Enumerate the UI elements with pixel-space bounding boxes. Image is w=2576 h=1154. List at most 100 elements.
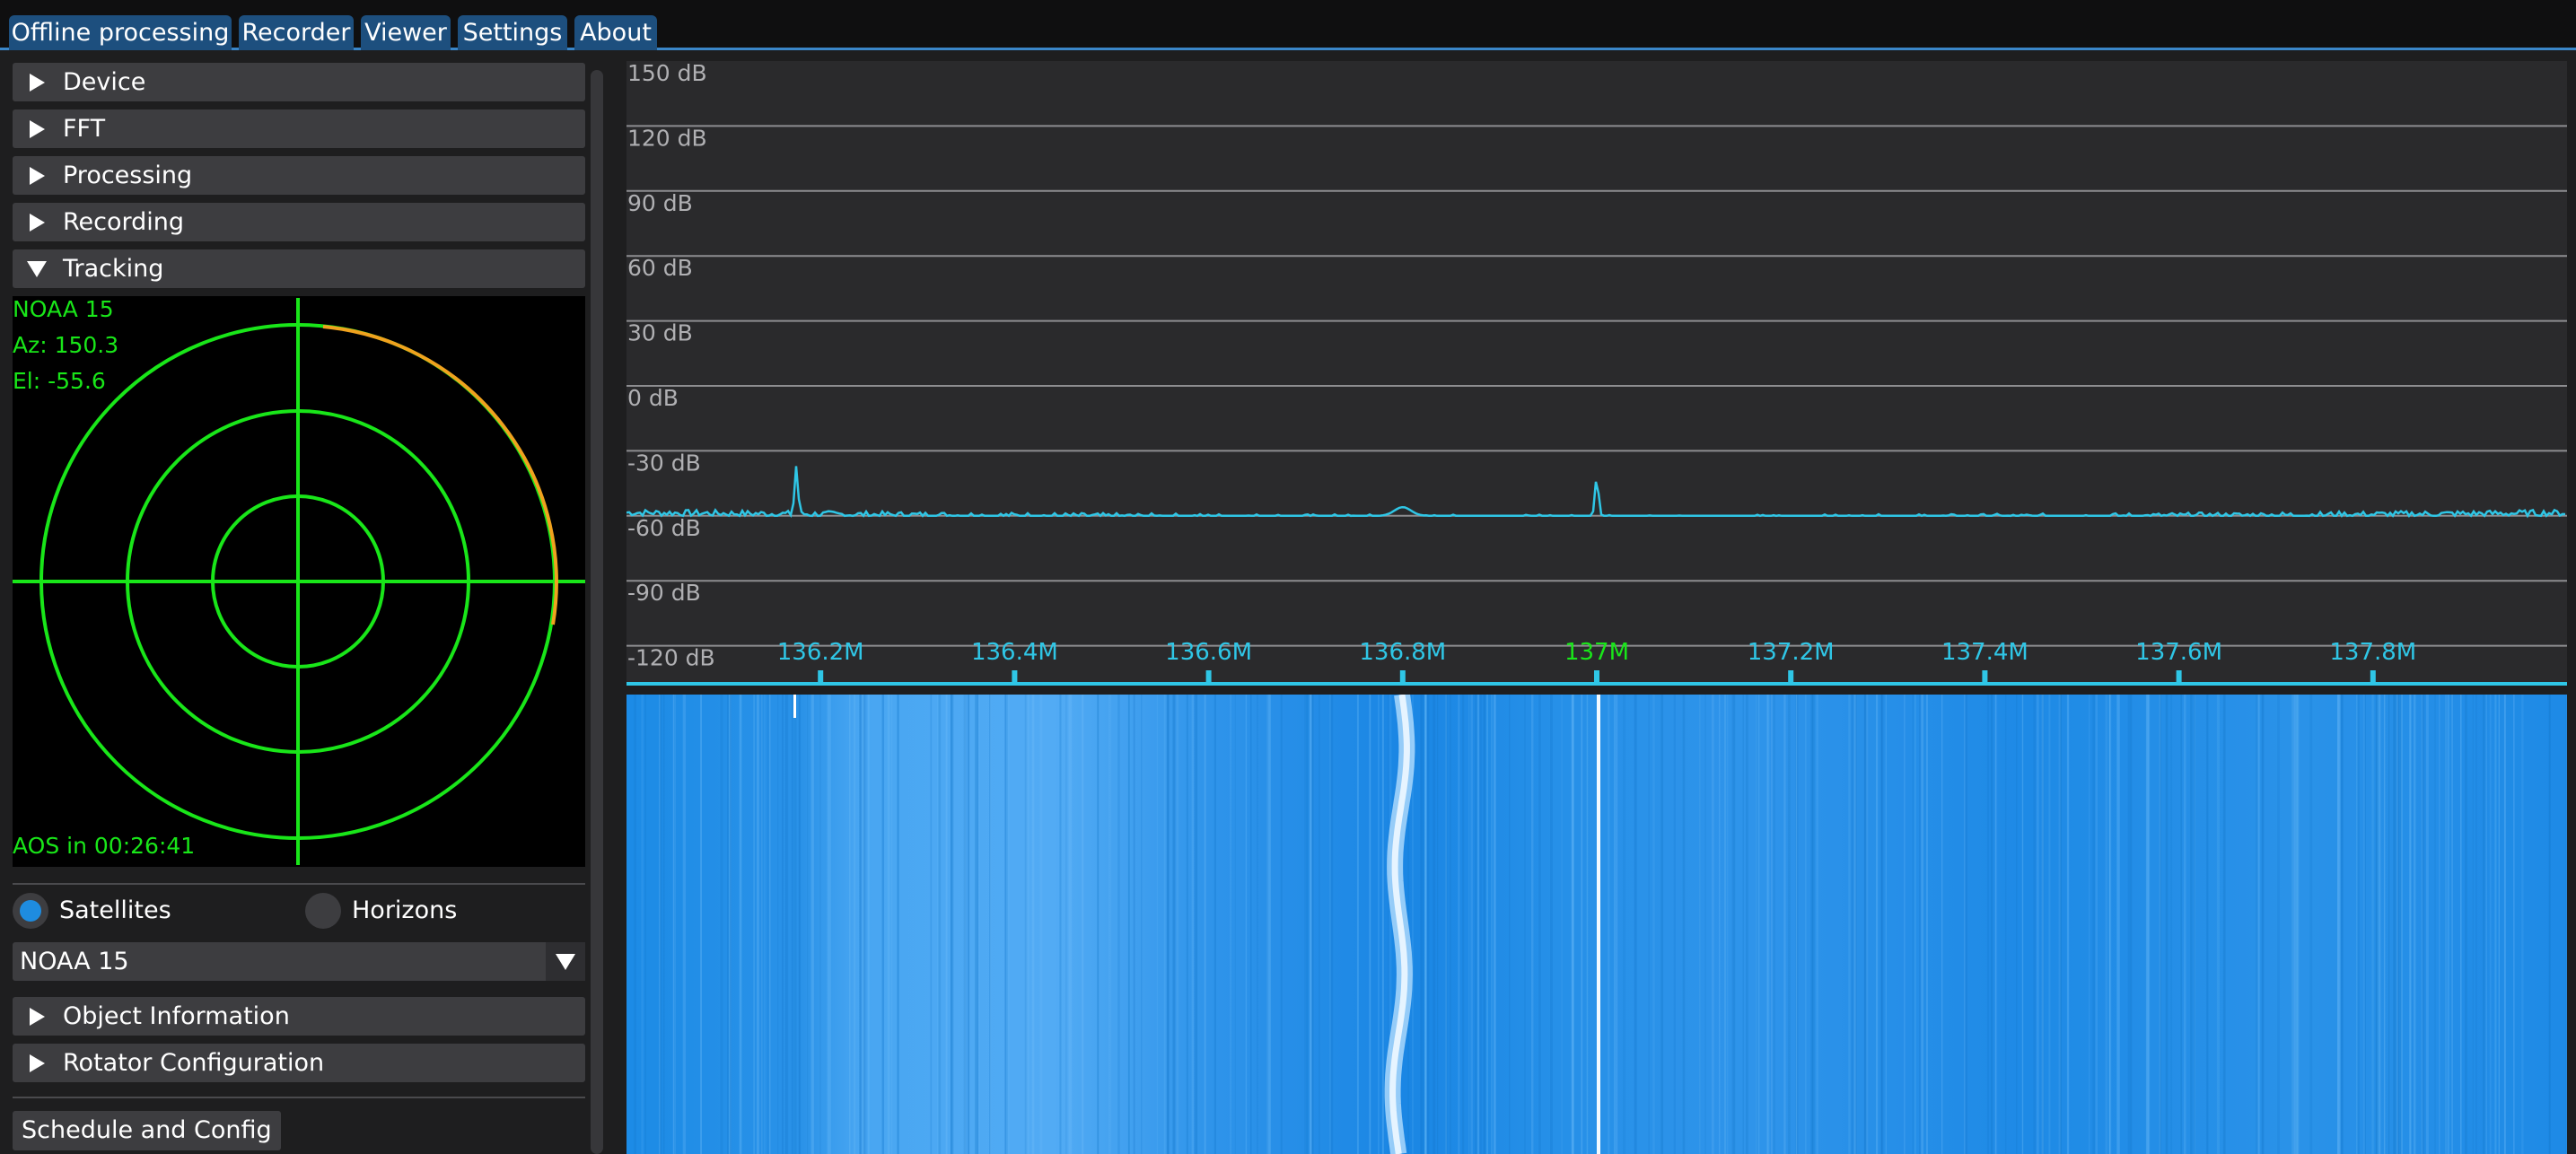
tab-settings[interactable]: Settings <box>458 15 567 50</box>
waterfall-streak <box>2339 695 2341 1154</box>
waterfall-streak <box>1724 695 1726 1154</box>
waterfall-streak <box>1445 695 1447 1154</box>
waterfall-streak <box>1329 695 1332 1154</box>
waterfall-streak <box>1476 695 1480 1154</box>
section-fft[interactable]: FFT <box>13 109 585 148</box>
waterfall-streak <box>1425 695 1427 1154</box>
expand-arrow-icon <box>25 63 48 101</box>
tab-recorder[interactable]: Recorder <box>239 15 354 50</box>
expand-arrow-icon <box>25 203 48 241</box>
section-processing[interactable]: Processing <box>13 156 585 195</box>
waterfall-streak <box>2058 695 2061 1154</box>
waterfall-streak <box>1623 695 1625 1154</box>
waterfall-streak <box>930 695 933 1154</box>
tab-viewer[interactable]: Viewer <box>361 15 451 50</box>
waterfall-streak <box>1194 695 1197 1154</box>
waterfall-streak <box>2183 695 2186 1154</box>
waterfall-streak <box>812 695 814 1154</box>
frequency-tick-label: 137M <box>1564 639 1629 666</box>
waterfall-streak <box>1811 695 1815 1154</box>
fft-spectrum-plot[interactable]: 150 dB 120 dB 90 dB 60 dB 30 dB 0 dB -30 dB -60… <box>626 61 2567 686</box>
section-label: Tracking <box>63 255 164 283</box>
frequency-tick-label: 136.4M <box>971 639 1058 666</box>
waterfall-streak <box>1420 695 1423 1154</box>
section-rotator-configuration[interactable]: Rotator Configuration <box>13 1044 585 1082</box>
waterfall-streak <box>1876 695 1879 1154</box>
waterfall-streak <box>1141 695 1143 1154</box>
waterfall-streak <box>2489 695 2492 1154</box>
waterfall-streak <box>2109 695 2112 1154</box>
waterfall-streak <box>2223 695 2225 1154</box>
frequency-tick <box>1399 670 1406 683</box>
waterfall-streak <box>1004 695 1006 1154</box>
waterfall-streak <box>720 695 722 1154</box>
waterfall-streak <box>2444 695 2448 1154</box>
waterfall-streak <box>1458 695 1460 1154</box>
waterfall-streak <box>2356 695 2358 1154</box>
waterfall-streak <box>963 695 967 1154</box>
dropdown-arrow-icon[interactable] <box>546 942 585 981</box>
divider <box>13 883 585 885</box>
waterfall-streak <box>1306 695 1309 1154</box>
waterfall-streak <box>2216 695 2220 1154</box>
waterfall-streak <box>1608 695 1610 1154</box>
section-recording[interactable]: Recording <box>13 203 585 241</box>
waterfall-streak <box>1266 695 1268 1154</box>
waterfall-streak <box>1509 695 1511 1154</box>
waterfall-streak <box>1914 695 1916 1154</box>
waterfall-streak <box>2521 695 2524 1154</box>
left-panel-scrollbar[interactable] <box>591 70 603 1154</box>
waterfall-streak <box>2309 695 2313 1154</box>
tab-offline-processing[interactable]: Offline processing <box>9 15 232 50</box>
waterfall-streak <box>2513 695 2515 1154</box>
waterfall-streak <box>1880 695 1883 1154</box>
waterfall-streak <box>1479 695 1482 1154</box>
waterfall-streak <box>2041 695 2044 1154</box>
tab-about[interactable]: About <box>574 15 657 50</box>
waterfall-streak <box>2494 695 2497 1154</box>
waterfall-streak <box>2180 695 2182 1154</box>
waterfall-streak <box>1307 695 1309 1154</box>
waterfall-streak <box>1652 695 1655 1154</box>
db-tick-label: -90 dB <box>627 580 701 606</box>
section-device[interactable]: Device <box>13 63 585 101</box>
waterfall-streak <box>1904 695 1906 1154</box>
waterfall-streak <box>1127 695 1130 1154</box>
waterfall-streak <box>819 695 821 1154</box>
waterfall-streak <box>1005 695 1008 1154</box>
waterfall-streak <box>1330 695 1334 1154</box>
waterfall-streak <box>659 695 662 1154</box>
polar-tracking-plot: NOAA 15 Az: 150.3 El: -55.6 AOS in 00:26… <box>13 296 585 867</box>
waterfall-streak <box>659 695 661 1154</box>
expand-arrow-icon <box>25 156 48 195</box>
waterfall-streak <box>1133 695 1135 1154</box>
waterfall-streak <box>1854 695 1857 1154</box>
object-select[interactable]: NOAA 15 <box>13 942 585 981</box>
waterfall-streak <box>2483 695 2485 1154</box>
waterfall-streak <box>945 695 948 1154</box>
waterfall-streak <box>1039 695 1043 1154</box>
radio-label: Horizons <box>352 896 458 924</box>
tab-bar: Offline processing Recorder Viewer Setti… <box>0 0 2576 50</box>
waterfall-streak <box>1031 695 1035 1154</box>
waterfall-streak <box>1027 695 1030 1154</box>
waterfall-streak <box>976 695 979 1154</box>
waterfall-streak <box>2396 695 2399 1154</box>
waterfall-streak <box>2362 695 2365 1154</box>
waterfall-streak <box>1214 695 1216 1154</box>
spectrum-trace <box>626 466 2566 519</box>
waterfall-streak <box>662 695 665 1154</box>
waterfall-streak <box>1766 695 1769 1154</box>
waterfall-streak <box>729 695 732 1154</box>
waterfall-streak <box>1724 695 1726 1154</box>
waterfall-streak <box>1433 695 1436 1154</box>
frequency-axis-line <box>626 682 2567 686</box>
waterfall-streak <box>1810 695 1813 1154</box>
waterfall-streak <box>2222 695 2226 1154</box>
waterfall-display[interactable] <box>626 695 2567 1154</box>
section-object-information[interactable]: Object Information <box>13 997 585 1036</box>
waterfall-streak <box>1926 695 1928 1154</box>
schedule-and-config-button[interactable]: Schedule and Config <box>13 1111 281 1150</box>
waterfall-streak <box>764 695 766 1154</box>
section-tracking[interactable]: Tracking <box>13 249 585 288</box>
